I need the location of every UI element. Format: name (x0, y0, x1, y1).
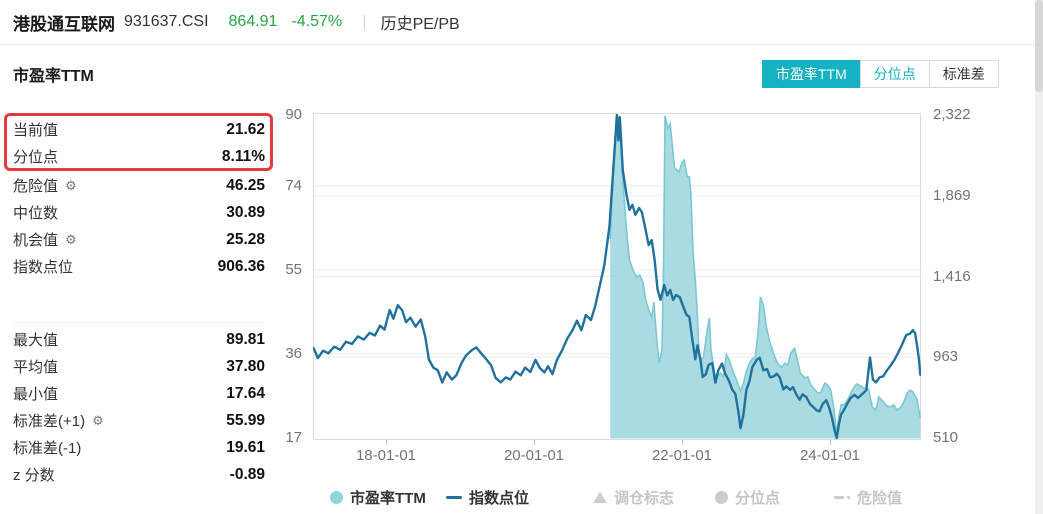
scrollbar-track (1035, 0, 1043, 514)
app-header: 港股通互联网 931637.CSI 864.91 -4.57% | 历史PE/P… (0, 0, 1043, 45)
view-tab-1[interactable]: 分位点 (859, 60, 930, 88)
stat-label: 机会值 (13, 232, 59, 249)
legend-item-1[interactable]: 指数点位 (446, 489, 530, 507)
legend-triangle-marker-icon (593, 491, 607, 503)
gear-icon[interactable]: ⚙ (92, 413, 104, 428)
stat-value: -0.89 (229, 465, 265, 483)
y-axis-right-label: 510 (933, 429, 959, 446)
stat-row: 最大值 89.81 (13, 326, 265, 353)
pe-chart-plot[interactable] (313, 113, 921, 440)
legend-dashdot-marker-icon (834, 495, 850, 499)
stat-value: 89.81 (226, 330, 265, 348)
legend-item-3[interactable]: 分位点 (715, 489, 781, 507)
x-axis-label: 22-01-01 (651, 447, 713, 464)
legend-item-2[interactable]: 调仓标志 (593, 489, 675, 507)
stat-value: 8.11% (221, 147, 265, 165)
stat-row: 危险值 ⚙ 46.25 (13, 172, 265, 199)
stat-row: 最小值 17.64 (13, 380, 265, 407)
x-axis-tick (682, 440, 683, 445)
gear-icon[interactable]: ⚙ (65, 178, 77, 193)
stat-row: z 分数 -0.89 (13, 461, 265, 488)
x-axis-label: 20-01-01 (503, 447, 565, 464)
y-axis-left-label: 55 (285, 260, 302, 278)
legend-circle-marker-icon (330, 490, 343, 504)
history-pepb-link[interactable]: 历史PE/PB (380, 16, 460, 33)
stats-group-1: 危险值 ⚙ 46.25 中位数 30.89 机会值 ⚙ 25.28 指数点位 906.36 (13, 172, 265, 280)
y-axis-right-label: 1,869 (933, 186, 971, 204)
index-name: 港股通互联网 (13, 14, 115, 34)
stats-highlighted-group: 当前值 21.62 分位点 8.11% (13, 116, 265, 170)
stat-value: 30.89 (226, 203, 265, 221)
pe-area-edge (609, 115, 921, 436)
y-axis-left-label: 36 (285, 344, 302, 362)
y-axis-left-label: 17 (285, 429, 302, 446)
view-button-group: 市盈率TTM 分位点 标准差 (762, 60, 999, 88)
stat-value: 46.25 (226, 176, 265, 194)
stat-value: 25.28 (226, 230, 265, 248)
stat-label: 分位点 (13, 149, 59, 166)
x-axis-tick (534, 440, 535, 445)
stat-row: 标准差(-1) 19.61 (13, 434, 265, 461)
stat-row: 中位数 30.89 (13, 199, 265, 226)
index-change-percent: -4.57% (291, 13, 343, 30)
legend-label: 危险值 (857, 489, 903, 507)
stat-label: 标准差(+1) (13, 413, 86, 430)
stat-value: 37.80 (226, 357, 265, 375)
stat-label: 平均值 (13, 359, 59, 376)
stat-label: 中位数 (13, 205, 59, 222)
index-code: 931637.CSI (124, 13, 209, 30)
stat-value: 19.61 (226, 438, 265, 456)
y-axis-left-label: 74 (285, 176, 302, 194)
legend-label: 调仓标志 (614, 489, 675, 507)
x-axis-label: 24-01-01 (799, 447, 861, 464)
stat-row: 平均值 37.80 (13, 353, 265, 380)
stats-divider (13, 322, 265, 323)
x-axis-label: 18-01-01 (355, 447, 417, 464)
section-title: 市盈率TTM (13, 68, 94, 85)
stat-value: 17.64 (226, 384, 265, 402)
stat-label: 标准差(-1) (13, 440, 82, 457)
legend-item-0[interactable]: 市盈率TTM (330, 489, 426, 507)
index-line-series (313, 113, 921, 440)
y-axis-left-label: 90 (285, 106, 302, 123)
scrollbar-thumb[interactable] (1035, 0, 1043, 92)
stat-label: z 分数 (13, 467, 55, 484)
view-tab-0[interactable]: 市盈率TTM (762, 60, 861, 88)
stat-row: 标准差(+1) ⚙ 55.99 (13, 407, 265, 434)
index-price: 864.91 (228, 13, 278, 30)
view-tab-2[interactable]: 标准差 (928, 60, 999, 88)
legend-label: 指数点位 (469, 489, 530, 507)
legend-circle-marker-icon (715, 490, 728, 504)
header-divider: | (362, 12, 367, 31)
stats-group-2: 最大值 89.81 平均值 37.80 最小值 17.64 标准差(+1) ⚙ 55.99 标准差… (13, 326, 265, 488)
x-axis-tick (830, 440, 831, 445)
legend-label: 市盈率TTM (350, 489, 426, 507)
y-axis-right-label: 1,416 (933, 267, 971, 285)
stat-label: 当前值 (13, 122, 59, 139)
stat-label: 最大值 (13, 332, 59, 349)
stat-row: 指数点位 906.36 (13, 253, 265, 280)
y-axis-right-label: 2,322 (933, 106, 971, 123)
legend-line-marker-icon (446, 495, 462, 499)
stat-value: 55.99 (226, 411, 265, 429)
stat-row: 当前值 21.62 (13, 116, 265, 143)
y-axis-right-label: 963 (933, 348, 959, 366)
stat-row: 分位点 8.11% (13, 143, 265, 170)
stat-value: 906.36 (217, 257, 265, 275)
pe-area-series (610, 115, 921, 439)
x-axis-tick (386, 440, 387, 445)
gear-icon[interactable]: ⚙ (65, 232, 77, 247)
stat-value: 21.62 (226, 120, 265, 138)
stat-row: 机会值 ⚙ 25.28 (13, 226, 265, 253)
stat-label: 危险值 (13, 178, 59, 195)
legend-item-4[interactable]: 危险值 (834, 489, 903, 507)
stat-label: 最小值 (13, 386, 59, 403)
stat-label: 指数点位 (13, 259, 74, 276)
legend-label: 分位点 (735, 489, 781, 507)
